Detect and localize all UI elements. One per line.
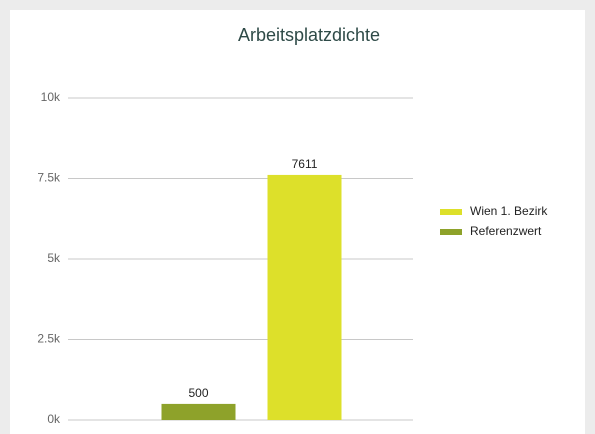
y-tick-label: 7.5k [37, 171, 61, 185]
chart-title: Arbeitsplatzdichte [238, 25, 380, 45]
y-tick-label: 10k [41, 90, 61, 104]
legend-swatch [440, 229, 462, 235]
legend-label: Wien 1. Bezirk [470, 204, 548, 218]
y-tick-label: 0k [47, 412, 61, 426]
y-tick-label: 5k [47, 251, 61, 265]
legend-swatch [440, 209, 462, 215]
bar [161, 403, 236, 420]
y-tick-label: 2.5k [37, 332, 61, 346]
bar [267, 174, 342, 420]
data-label: 500 [188, 386, 208, 400]
legend-label: Referenzwert [470, 224, 542, 238]
data-label: 7611 [292, 157, 318, 171]
